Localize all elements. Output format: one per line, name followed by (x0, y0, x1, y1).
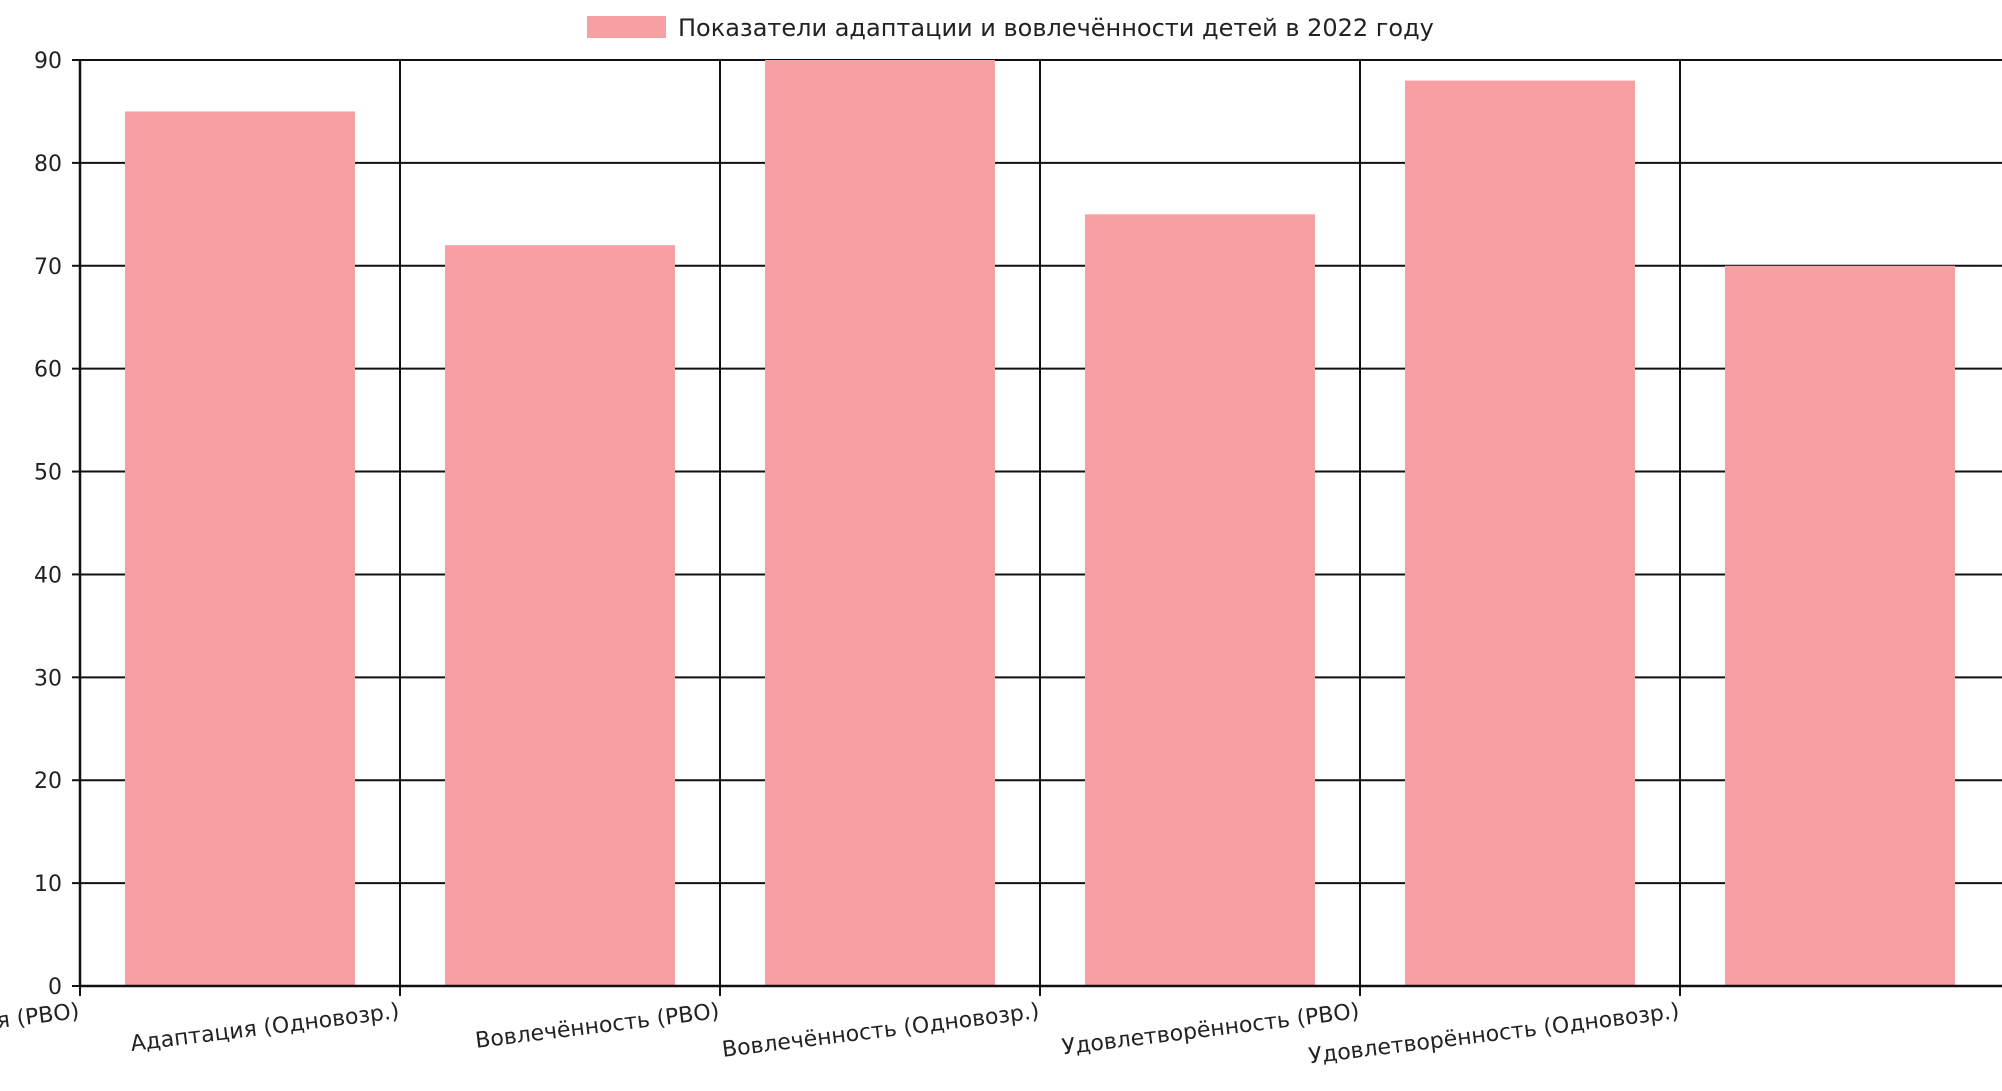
x-tick-label: Удовлетворённость (Одновозр.) (1307, 999, 1680, 1069)
x-tick-label: Адаптация (Одновозр.) (129, 999, 401, 1057)
bars (125, 60, 1955, 987)
bar (1405, 80, 1635, 987)
bar (125, 111, 355, 986)
axes (72, 59, 2002, 996)
bar (445, 245, 675, 986)
legend-swatch (587, 16, 666, 38)
y-tick-labels: 0 10 20 30 40 50 60 70 80 90 (34, 49, 62, 1000)
y-tick-label: 50 (34, 461, 62, 486)
y-tick-label: 40 (34, 563, 62, 588)
y-tick-label: 60 (34, 358, 62, 383)
y-tick-label: 20 (34, 769, 62, 794)
x-tick-label: Вовлечённость (Одновозр.) (721, 999, 1041, 1063)
legend-label: Показатели адаптации и вовлечённости дет… (678, 14, 1434, 42)
x-tick-labels: Адаптация (РВО) Адаптация (Одновозр.) Вовл… (0, 999, 1681, 1069)
x-tick-label: Вовлечённость (РВО) (474, 999, 721, 1054)
legend: Показатели адаптации и вовлечённости дет… (587, 14, 1434, 42)
y-tick-label: 90 (34, 49, 62, 74)
grid (79, 59, 2002, 987)
y-tick-label: 10 (34, 872, 62, 897)
y-tick-label: 0 (48, 975, 62, 1000)
y-tick-label: 80 (34, 152, 62, 177)
y-tick-label: 70 (34, 255, 62, 280)
bar (1085, 214, 1315, 987)
y-tick-label: 30 (34, 666, 62, 691)
bar (1725, 265, 1955, 986)
bar (765, 60, 995, 986)
x-tick-label: Адаптация (РВО) (0, 999, 81, 1048)
